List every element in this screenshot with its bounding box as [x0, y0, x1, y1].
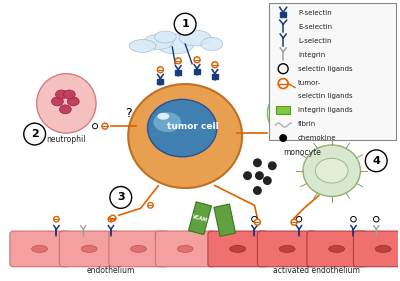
Circle shape	[158, 67, 163, 73]
Text: VCAM: VCAM	[192, 214, 208, 223]
Circle shape	[175, 58, 181, 64]
Text: integrin: integrin	[298, 52, 325, 58]
Ellipse shape	[267, 87, 327, 140]
Ellipse shape	[60, 105, 71, 114]
Text: activated endothelium: activated endothelium	[273, 266, 360, 275]
Text: selectin ligands: selectin ligands	[298, 66, 353, 72]
Circle shape	[37, 74, 96, 133]
Circle shape	[92, 124, 98, 129]
Ellipse shape	[56, 90, 67, 99]
Bar	[212, 74, 218, 79]
Circle shape	[108, 216, 114, 222]
Text: monocyte: monocyte	[283, 148, 321, 157]
Circle shape	[296, 216, 302, 222]
Ellipse shape	[156, 34, 194, 54]
Ellipse shape	[81, 245, 97, 252]
Circle shape	[24, 123, 46, 145]
Circle shape	[351, 216, 356, 222]
Text: neutrophil: neutrophil	[46, 135, 86, 144]
FancyBboxPatch shape	[269, 3, 396, 140]
Ellipse shape	[154, 112, 181, 132]
FancyBboxPatch shape	[60, 231, 119, 267]
Ellipse shape	[67, 97, 79, 106]
Ellipse shape	[279, 245, 295, 252]
Circle shape	[365, 150, 387, 172]
Ellipse shape	[63, 90, 75, 99]
Text: ?: ?	[125, 107, 132, 120]
Ellipse shape	[128, 84, 242, 188]
Text: P-selectin: P-selectin	[298, 10, 332, 16]
Text: E-selectin: E-selectin	[298, 24, 332, 30]
Ellipse shape	[129, 40, 156, 52]
Ellipse shape	[303, 145, 360, 196]
Polygon shape	[188, 202, 212, 235]
FancyBboxPatch shape	[258, 231, 317, 267]
Text: chemokine: chemokine	[298, 135, 336, 141]
Ellipse shape	[177, 245, 193, 252]
Text: selectin ligands: selectin ligands	[298, 94, 353, 99]
Circle shape	[253, 186, 262, 195]
Text: 1: 1	[181, 19, 189, 29]
Text: 2: 2	[31, 129, 38, 139]
Polygon shape	[214, 204, 236, 236]
Ellipse shape	[32, 245, 48, 252]
Text: endothelium: endothelium	[87, 266, 135, 275]
Text: fibrin: fibrin	[298, 121, 316, 127]
Circle shape	[279, 134, 287, 142]
Text: 4: 4	[372, 156, 380, 166]
Ellipse shape	[230, 245, 246, 252]
Text: L-selectin: L-selectin	[298, 38, 332, 44]
Circle shape	[110, 215, 116, 221]
Text: integrin ligands: integrin ligands	[298, 107, 353, 113]
Circle shape	[102, 123, 108, 129]
FancyBboxPatch shape	[354, 231, 400, 267]
Bar	[276, 106, 290, 114]
FancyBboxPatch shape	[109, 231, 168, 267]
Circle shape	[291, 219, 297, 225]
Text: tumor cell: tumor cell	[167, 122, 219, 131]
FancyBboxPatch shape	[156, 231, 215, 267]
FancyBboxPatch shape	[208, 231, 267, 267]
Circle shape	[253, 158, 262, 167]
Ellipse shape	[154, 31, 176, 43]
Circle shape	[271, 130, 277, 136]
Ellipse shape	[375, 245, 391, 252]
Ellipse shape	[315, 158, 348, 183]
Circle shape	[174, 13, 196, 35]
Bar	[175, 70, 181, 75]
Text: tumor-: tumor-	[298, 80, 321, 86]
Circle shape	[268, 161, 277, 170]
Circle shape	[243, 171, 252, 180]
Ellipse shape	[201, 38, 223, 50]
FancyBboxPatch shape	[10, 231, 69, 267]
Circle shape	[110, 187, 132, 208]
Circle shape	[278, 79, 288, 89]
Ellipse shape	[329, 245, 344, 252]
Ellipse shape	[281, 101, 313, 126]
Circle shape	[212, 62, 218, 68]
Circle shape	[54, 216, 59, 222]
Bar	[194, 69, 200, 74]
FancyBboxPatch shape	[307, 231, 366, 267]
Ellipse shape	[131, 245, 146, 252]
Circle shape	[252, 216, 257, 222]
Circle shape	[374, 216, 379, 222]
Circle shape	[263, 176, 272, 185]
Circle shape	[254, 219, 260, 225]
Circle shape	[148, 203, 153, 208]
Ellipse shape	[158, 113, 169, 120]
Ellipse shape	[144, 35, 173, 49]
Circle shape	[194, 57, 200, 63]
Ellipse shape	[179, 30, 211, 46]
Bar	[280, 12, 286, 17]
Text: 3: 3	[117, 192, 125, 202]
Circle shape	[278, 64, 288, 74]
Ellipse shape	[148, 99, 217, 157]
Bar	[158, 78, 163, 83]
Circle shape	[255, 171, 264, 180]
Ellipse shape	[52, 97, 63, 106]
